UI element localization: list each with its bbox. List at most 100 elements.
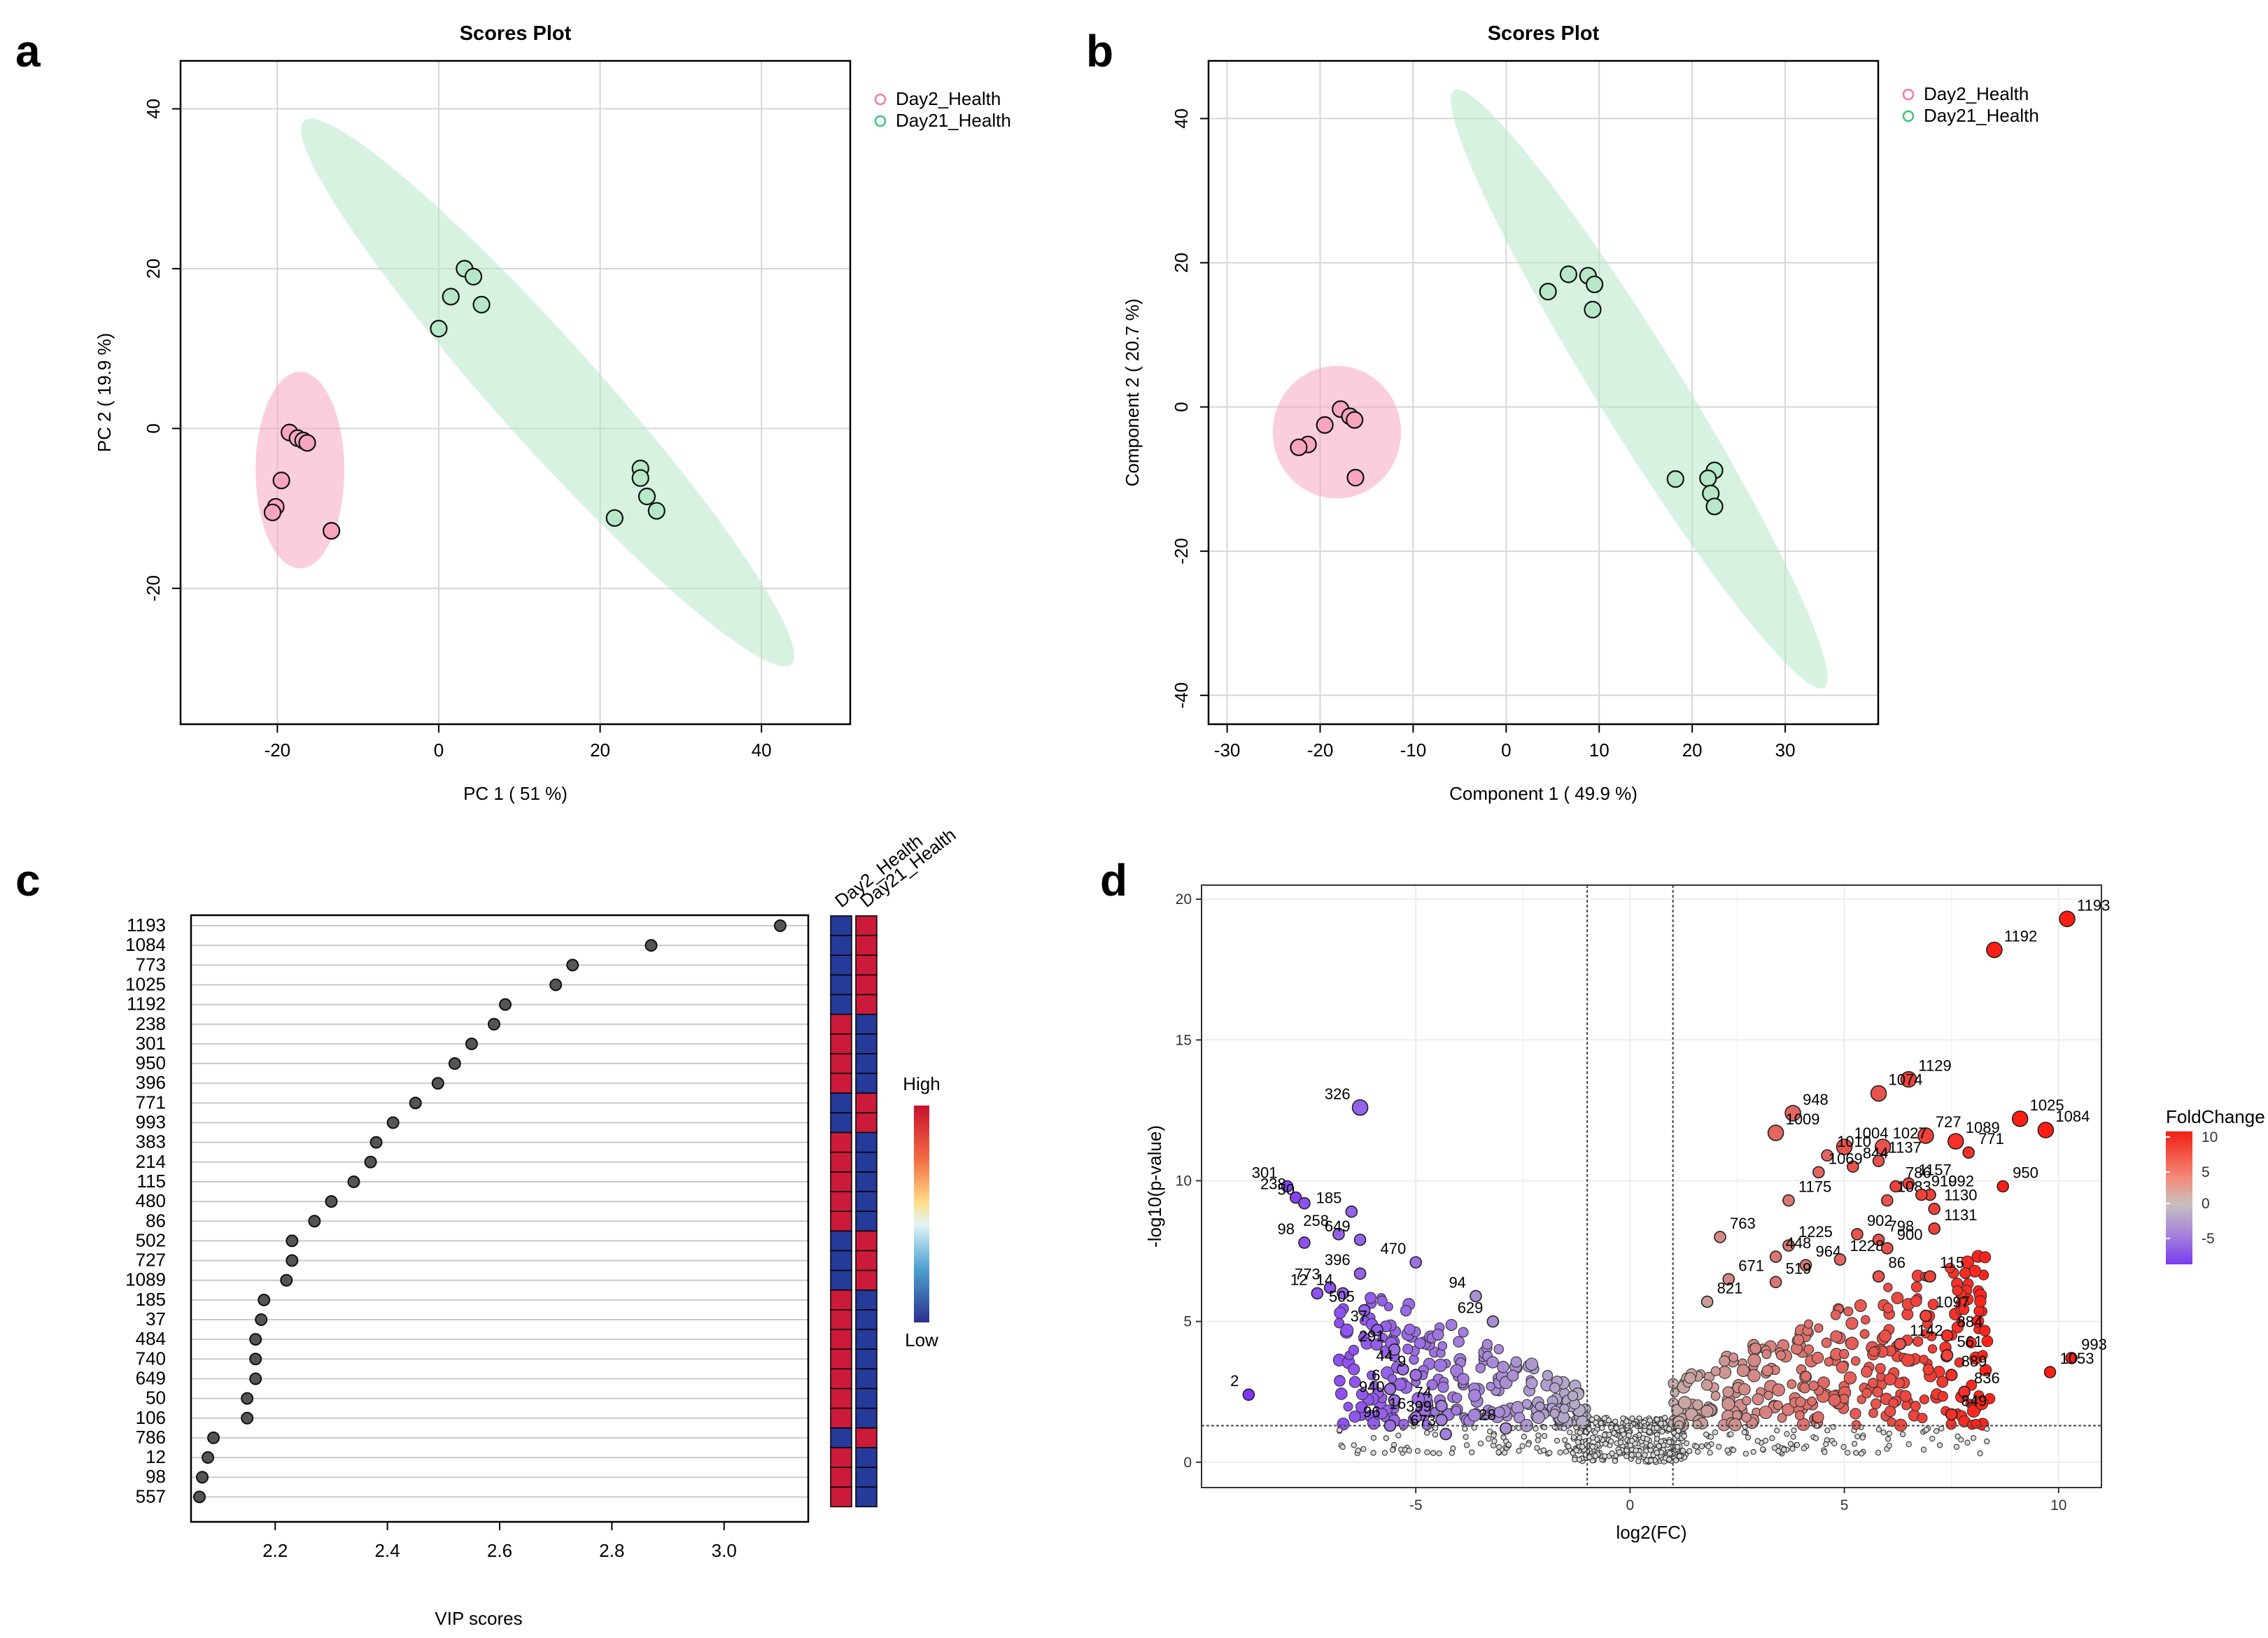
volcano-point (1822, 1449, 1828, 1455)
heatmap-cell-day2 (830, 1033, 852, 1054)
volcano-point (1858, 1450, 1865, 1457)
volcano-point (1920, 1329, 1930, 1339)
volcano-point (1675, 1443, 1681, 1450)
volcano-point (1884, 1373, 1896, 1385)
volcano-point (1535, 1402, 1545, 1411)
x-axis-label: VIP scores (435, 1608, 522, 1629)
y-tick-label: 20 (1171, 253, 1192, 273)
labeled-point-28 (1499, 1422, 1512, 1435)
point-label-798: 798 (1889, 1217, 1915, 1235)
volcano-point (1360, 1446, 1367, 1453)
labeled-point-505 (1358, 1304, 1371, 1317)
colorbar-low-label: Low (905, 1329, 938, 1350)
volcano-point (1692, 1399, 1703, 1411)
volcano-point (1938, 1425, 1945, 1432)
point-label-470: 470 (1380, 1240, 1406, 1257)
point-label-1225: 1225 (1798, 1223, 1833, 1241)
labeled-point-798 (1872, 1234, 1885, 1246)
labeled-point-238 (1289, 1191, 1302, 1204)
labeled-point-1025 (2011, 1110, 2029, 1127)
volcano-point (1787, 1441, 1794, 1447)
volcano-point (1467, 1389, 1481, 1402)
volcano-point (1450, 1364, 1464, 1378)
heatmap-cell-day21 (855, 1348, 878, 1370)
volcano-point (1845, 1336, 1859, 1350)
volcano-point (1830, 1309, 1841, 1320)
volcano-point (1712, 1429, 1719, 1436)
labeled-point-773 (1323, 1281, 1337, 1294)
volcano-point (1747, 1353, 1761, 1367)
point-label-948: 948 (1803, 1091, 1829, 1108)
volcano-point (1910, 1295, 1922, 1307)
point-label-902: 902 (1867, 1212, 1893, 1229)
heatmap-cell-day2 (830, 1191, 852, 1212)
labeled-point-763 (1714, 1231, 1726, 1243)
x-axis-label: PC 1 ( 51 %) (463, 783, 568, 804)
volcano-point (1872, 1387, 1883, 1398)
heatmap-cell-day2 (830, 1073, 852, 1094)
labeled-point-1192 (1986, 941, 2003, 959)
feature-label: 86 (146, 1210, 166, 1231)
volcano-point (1549, 1408, 1560, 1419)
point-label-919: 919 (1931, 1173, 1957, 1190)
y-tick-label: 0 (143, 423, 164, 433)
heatmap-cell-day2 (830, 1309, 852, 1330)
volcano-point (1772, 1383, 1785, 1397)
volcano-point (1369, 1381, 1379, 1390)
heatmap-cell-day21 (855, 1388, 878, 1409)
point-label-2: 2 (1230, 1372, 1239, 1390)
panel-a-scores-plot: -20 0 20 40 -20 0 20 40 Scores Plot PC 1 ( 51 %) P… (94, 22, 1011, 804)
volcano-point (1572, 1456, 1578, 1462)
point-label-1089: 1089 (1966, 1119, 2000, 1136)
vip-point (308, 1215, 321, 1228)
volcano-point (1808, 1381, 1819, 1391)
volcano-point (1612, 1418, 1619, 1425)
volcano-point (1592, 1453, 1599, 1459)
heatmap-cell-day2 (830, 1467, 852, 1488)
volcano-point (1570, 1434, 1577, 1441)
volcano-point (1521, 1399, 1532, 1409)
point-label-399: 399 (1406, 1397, 1432, 1415)
volcano-point (1432, 1328, 1444, 1341)
volcano-point (1859, 1329, 1870, 1339)
volcano-point (1954, 1433, 1961, 1439)
volcano-point (1549, 1382, 1561, 1394)
x-tick-label: 2.4 (375, 1540, 400, 1561)
volcano-point (1782, 1403, 1795, 1416)
volcano-point (1859, 1434, 1866, 1441)
volcano-point (1471, 1425, 1477, 1431)
volcano-point (1686, 1448, 1693, 1455)
volcano-point (1430, 1450, 1437, 1456)
volcano-point (1891, 1292, 1904, 1304)
volcano-point (1750, 1448, 1756, 1455)
point-label-14: 14 (1316, 1271, 1333, 1288)
labeled-point-1010 (1821, 1149, 1833, 1162)
volcano-point (1747, 1369, 1761, 1383)
vip-point (196, 1471, 209, 1484)
plot-frame (1201, 884, 2102, 1488)
volcano-point (1936, 1442, 1943, 1448)
volcano-point (1799, 1382, 1810, 1394)
volcano-point (1486, 1381, 1495, 1391)
heatmap-cell-day21 (855, 1171, 878, 1192)
volcano-point (1568, 1390, 1579, 1402)
point-label-28: 28 (1479, 1406, 1495, 1424)
feature-label: 484 (136, 1328, 166, 1349)
vip-point (286, 1234, 299, 1248)
score-point-day21 (472, 295, 491, 313)
volcano-point (1579, 1443, 1586, 1450)
volcano-point (1698, 1443, 1705, 1450)
labeled-point-1084 (2037, 1122, 2055, 1138)
volcano-point (1769, 1435, 1775, 1441)
feature-label: 993 (136, 1112, 166, 1133)
volcano-point (1418, 1404, 1431, 1418)
labeled-point-396 (1353, 1267, 1367, 1280)
heatmap-cell-day2 (830, 1290, 852, 1311)
volcano-point (1534, 1445, 1540, 1451)
volcano-point (1759, 1446, 1766, 1453)
volcano-point (1716, 1443, 1722, 1450)
point-label-1130: 1130 (1944, 1187, 1977, 1204)
score-point-day21 (647, 502, 665, 520)
volcano-point (1334, 1375, 1346, 1387)
point-label-1069: 1069 (1829, 1150, 1863, 1167)
